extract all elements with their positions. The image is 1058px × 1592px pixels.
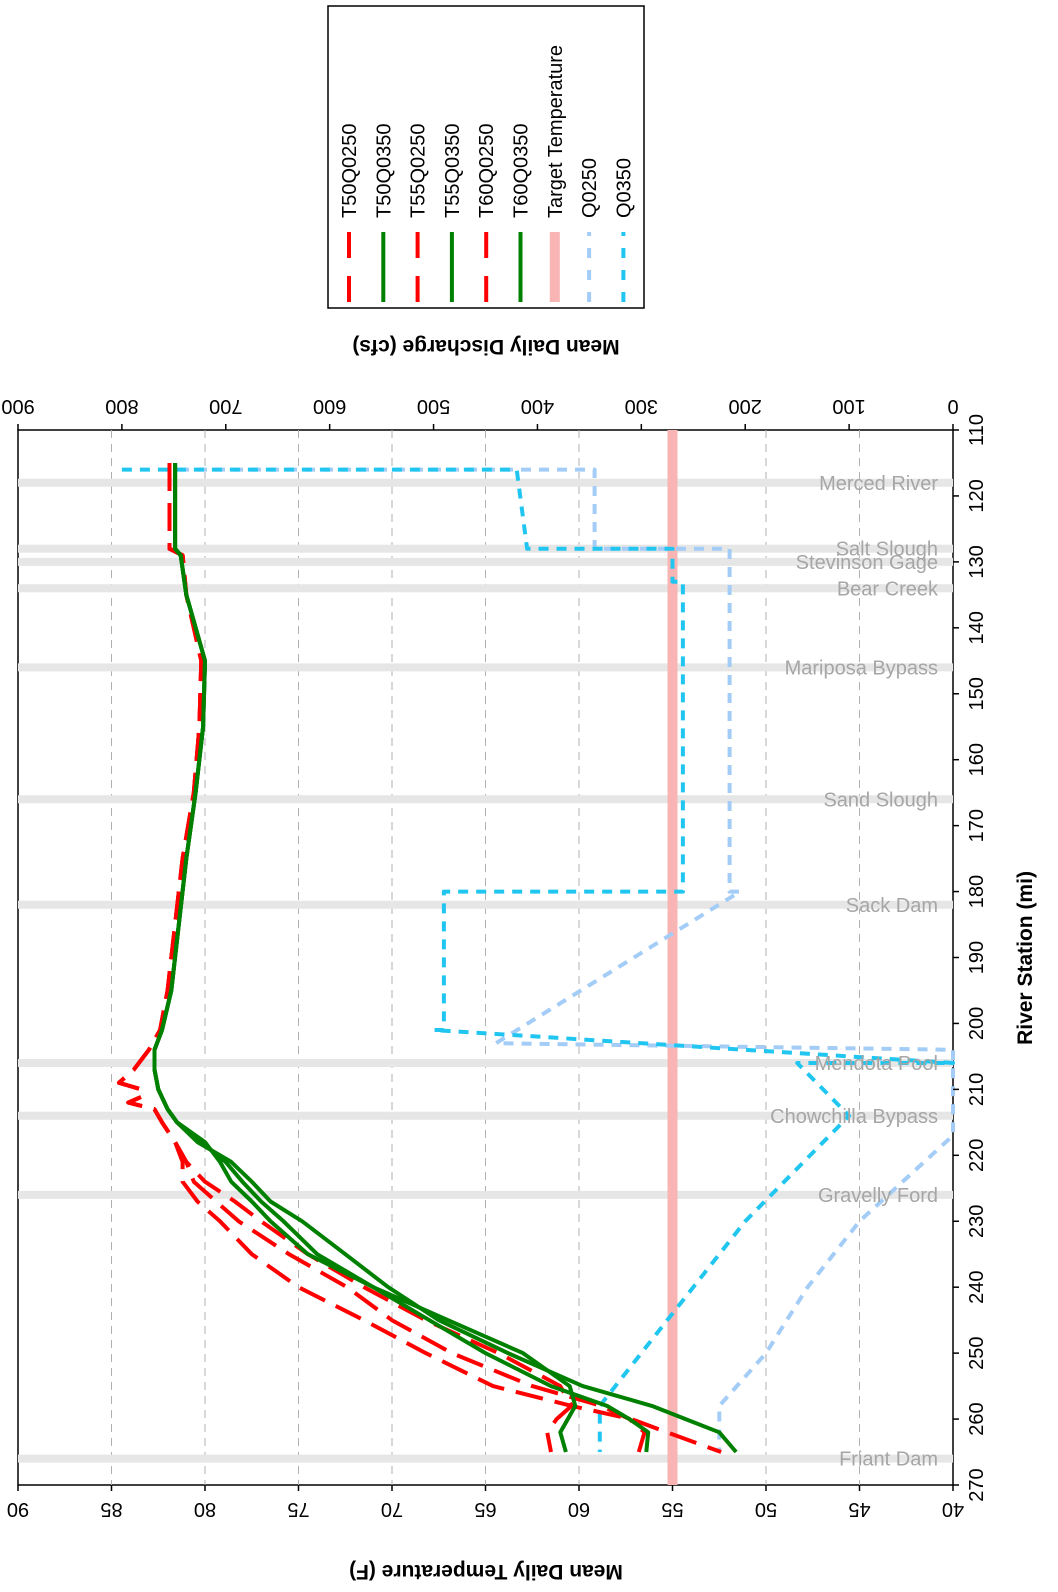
x-tick-label: 150 — [966, 677, 988, 710]
left-tick-label: 80 — [194, 1498, 216, 1520]
location-bar — [18, 584, 953, 593]
location-bar — [18, 900, 953, 909]
location-label: Stevinson Gage — [796, 552, 938, 574]
series-line — [179, 467, 955, 1452]
location-label: Mendota Pool — [815, 1053, 938, 1075]
x-tick-label: 130 — [966, 545, 988, 578]
right-tick-label: 200 — [729, 395, 762, 417]
left-tick-label: 55 — [661, 1498, 683, 1520]
location-label: Friant Dam — [839, 1449, 938, 1471]
right-tick-label: 300 — [625, 395, 658, 417]
left-axis-title: Mean Daily Temperature (F) — [349, 1560, 623, 1583]
x-tick-label: 200 — [966, 1007, 988, 1040]
series-line — [117, 463, 722, 1454]
x-tick-label: 220 — [966, 1139, 988, 1172]
right-tick-label: 100 — [832, 395, 865, 417]
location-bar — [18, 1454, 953, 1463]
location-bar — [18, 1111, 953, 1120]
location-label: Sand Slough — [823, 789, 938, 811]
left-tick-label: 75 — [287, 1498, 309, 1520]
location-bar — [18, 478, 953, 487]
legend-label: T55Q0350 — [442, 123, 464, 218]
legend-label: T60Q0350 — [511, 123, 533, 218]
x-tick-label: 240 — [966, 1271, 988, 1304]
left-tick-label: 45 — [848, 1498, 870, 1520]
location-bar — [18, 1190, 953, 1199]
x-tick-label: 250 — [966, 1336, 988, 1369]
right-tick-label: 500 — [417, 395, 450, 417]
location-bar — [18, 544, 953, 553]
left-tick-label: 50 — [755, 1498, 777, 1520]
location-label: Salt Slough — [836, 539, 938, 561]
right-tick-label: 700 — [209, 395, 242, 417]
left-tick-label: 85 — [100, 1498, 122, 1520]
x-tick-label: 270 — [966, 1468, 988, 1501]
right-tick-label: 900 — [1, 395, 34, 417]
legend-label: Q0350 — [613, 158, 635, 218]
x-tick-label: 170 — [966, 809, 988, 842]
right-axis-title: Mean Daily Discharge (cfs) — [352, 335, 619, 358]
legend-label: T55Q0250 — [408, 123, 430, 218]
legend-label: T50Q0350 — [373, 123, 395, 218]
left-tick-label: 90 — [7, 1498, 29, 1520]
x-tick-label: 140 — [966, 611, 988, 644]
left-tick-label: 40 — [942, 1498, 964, 1520]
location-label: Mariposa Bypass — [785, 657, 938, 679]
left-tick-label: 70 — [381, 1498, 403, 1520]
x-tick-label: 180 — [966, 875, 988, 908]
legend-label: T50Q0250 — [339, 123, 361, 218]
series-line — [121, 467, 955, 1452]
location-label: Sack Dam — [846, 895, 938, 917]
location-bar — [18, 663, 953, 672]
location-label: Gravelly Ford — [818, 1185, 938, 1207]
left-tick-label: 65 — [474, 1498, 496, 1520]
series-layer — [117, 430, 955, 1485]
x-tick-label: 260 — [966, 1402, 988, 1435]
x-tick-label: 210 — [966, 1073, 988, 1106]
location-bar — [18, 557, 953, 566]
x-tick-label: 120 — [966, 479, 988, 512]
x-tick-label: 110 — [966, 414, 988, 446]
right-tick-label: 800 — [105, 395, 138, 417]
x-axis-title: River Station (mi) — [1014, 871, 1037, 1045]
left-tick-label: 60 — [568, 1498, 590, 1520]
location-bars — [18, 478, 953, 1463]
right-tick-label: 400 — [521, 395, 554, 417]
legend-label: T60Q0250 — [476, 123, 498, 218]
legend: T50Q0250 T50Q0350 T55Q0250 T55Q0350 T60Q0250… — [327, 5, 645, 309]
x-tick-label: 190 — [966, 941, 988, 974]
x-tick-label: 230 — [966, 1205, 988, 1238]
left-axis-ticks: 40 45 50 55 60 65 70 75 80 85 90 — [7, 1485, 964, 1520]
x-axis-ticks: 110 120 130 140 150 160 170 180 190 200 210 220 230 2… — [953, 414, 988, 1502]
location-label: Merced River — [819, 473, 938, 495]
legend-label: Target Temperature — [545, 45, 567, 218]
right-tick-label: 0 — [947, 395, 958, 417]
legend-label: Q0250 — [579, 158, 601, 218]
location-label: Chowchilla Bypass — [770, 1106, 938, 1128]
right-tick-label: 600 — [313, 395, 346, 417]
location-bar — [18, 1059, 953, 1067]
right-axis-ticks: 0 100 200 300 400 500 600 700 800 900 — [1, 395, 959, 430]
location-label: Bear Creek — [837, 578, 939, 600]
series-line — [152, 463, 738, 1454]
location-bar — [18, 795, 953, 804]
x-tick-label: 160 — [966, 743, 988, 776]
